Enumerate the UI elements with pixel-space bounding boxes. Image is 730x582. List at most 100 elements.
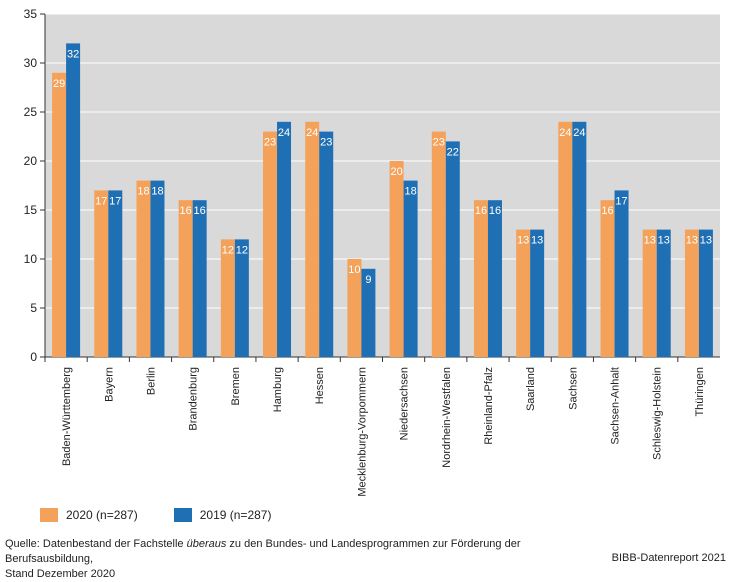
x-tick-label-13: Sachsen-Anhalt — [610, 367, 622, 445]
x-tick-label-11: Saarland — [525, 367, 537, 411]
y-tick-label-0: 0 — [30, 350, 37, 364]
bar-2020-13 — [600, 200, 615, 357]
data-label-2019-7: 9 — [365, 274, 371, 286]
x-tick-label-14: Schleswig-Holstein — [652, 367, 664, 460]
bar-2019-7 — [361, 268, 376, 357]
bar-2020-4 — [220, 239, 235, 357]
legend: 2020 (n=287) 2019 (n=287) — [40, 508, 271, 522]
source-note: Quelle: Datenbestand der Fachstelle über… — [5, 537, 565, 582]
x-tick-label-2: Berlin — [145, 367, 157, 395]
data-label-2020-2: 18 — [137, 186, 149, 198]
data-label-2019-2: 18 — [151, 186, 163, 198]
y-tick-label-30: 30 — [24, 56, 38, 70]
source-suffix: zu den Bundes- und Landesprogrammen zur … — [5, 538, 521, 565]
data-label-2020-15: 13 — [686, 235, 698, 247]
bar-2019-10 — [487, 200, 502, 357]
x-tick-label-9: Nordrhein-Westfalen — [441, 367, 453, 468]
y-tick-label-15: 15 — [24, 203, 38, 217]
data-label-2020-3: 16 — [180, 205, 192, 217]
bar-2020-6 — [305, 121, 320, 357]
bar-2019-3 — [192, 200, 207, 357]
legend-swatch-2019 — [173, 508, 192, 522]
data-label-2019-5: 24 — [278, 127, 290, 139]
bar-2020-0 — [52, 72, 67, 358]
bar-2020-7 — [347, 259, 362, 357]
data-label-2019-6: 23 — [320, 137, 332, 149]
data-label-2020-6: 24 — [306, 127, 318, 139]
data-label-2019-15: 13 — [700, 235, 712, 247]
data-label-2019-14: 13 — [658, 235, 670, 247]
legend-item-2020: 2020 (n=287) — [40, 508, 138, 522]
x-tick-label-6: Hessen — [314, 367, 326, 404]
data-label-2019-12: 24 — [573, 127, 585, 139]
data-label-2019-4: 12 — [236, 244, 248, 256]
source-prefix: Quelle: Datenbestand der Fachstelle — [5, 538, 187, 550]
x-tick-label-5: Hamburg — [272, 367, 284, 412]
bar-2020-8 — [389, 161, 404, 357]
source-emphasis: überaus — [186, 538, 227, 550]
data-label-2019-10: 16 — [489, 205, 501, 217]
bar-2019-11 — [530, 229, 545, 357]
data-label-2020-7: 10 — [348, 264, 360, 276]
bar-2020-3 — [178, 200, 193, 357]
bar-2019-4 — [234, 239, 249, 357]
bar-2020-11 — [516, 229, 531, 357]
bar-2020-10 — [473, 200, 488, 357]
bar-2019-2 — [150, 180, 165, 357]
x-tick-label-3: Brandenburg — [188, 367, 200, 431]
bar-2020-5 — [263, 131, 278, 357]
bar-2019-6 — [319, 131, 334, 357]
y-tick-label-5: 5 — [30, 301, 37, 315]
data-label-2019-3: 16 — [194, 205, 206, 217]
source-date: Stand Dezember 2020 — [5, 568, 116, 580]
bar-2020-2 — [136, 180, 151, 357]
data-label-2020-11: 13 — [517, 235, 529, 247]
data-label-2020-10: 16 — [475, 205, 487, 217]
bar-2019-13 — [614, 190, 629, 357]
data-label-2020-4: 12 — [222, 244, 234, 256]
bar-2020-12 — [558, 121, 573, 357]
data-label-2019-11: 13 — [531, 235, 543, 247]
x-tick-label-8: Niedersachsen — [399, 367, 411, 440]
data-label-2020-1: 17 — [95, 195, 107, 207]
data-label-2020-9: 23 — [433, 137, 445, 149]
legend-label-2020: 2020 (n=287) — [66, 508, 138, 522]
bar-2019-0 — [66, 43, 81, 358]
data-label-2020-5: 23 — [264, 137, 276, 149]
data-label-2020-14: 13 — [644, 235, 656, 247]
y-tick-label-20: 20 — [24, 154, 38, 168]
y-tick-label-25: 25 — [24, 105, 38, 119]
data-label-2020-13: 16 — [601, 205, 613, 217]
data-label-2019-13: 17 — [615, 195, 627, 207]
bar-2020-14 — [642, 229, 657, 357]
data-label-2019-0: 32 — [67, 48, 79, 60]
data-label-2019-8: 18 — [404, 186, 416, 198]
bar-2020-15 — [684, 229, 699, 357]
legend-item-2019: 2019 (n=287) — [173, 508, 272, 522]
data-label-2020-12: 24 — [559, 127, 571, 139]
y-tick-label-35: 35 — [24, 7, 38, 21]
legend-label-2019: 2019 (n=287) — [199, 508, 272, 522]
x-tick-label-15: Thüringen — [694, 367, 706, 417]
bar-2019-14 — [656, 229, 671, 357]
data-label-2019-1: 17 — [109, 195, 121, 207]
x-tick-label-0: Baden-Württemberg — [61, 367, 73, 466]
bar-2020-1 — [94, 190, 109, 357]
data-label-2020-0: 29 — [53, 78, 65, 90]
data-label-2020-8: 20 — [390, 166, 402, 178]
x-tick-label-7: Mecklenburg-Vorpommern — [356, 367, 368, 497]
bar-2020-9 — [431, 131, 446, 357]
bar-2019-15 — [698, 229, 713, 357]
y-tick-label-10: 10 — [24, 252, 38, 266]
bar-2019-5 — [277, 121, 292, 357]
bar-2019-8 — [403, 180, 418, 357]
x-tick-label-4: Bremen — [230, 367, 242, 406]
x-tick-label-10: Rheinland-Pfalz — [483, 367, 495, 445]
x-tick-label-12: Sachsen — [567, 367, 579, 410]
bar-2019-9 — [445, 141, 460, 357]
publisher-credit: BIBB-Datenreport 2021 — [611, 552, 726, 564]
data-label-2019-9: 22 — [447, 146, 459, 158]
legend-swatch-2020 — [40, 508, 58, 522]
x-tick-label-1: Bayern — [103, 367, 115, 402]
